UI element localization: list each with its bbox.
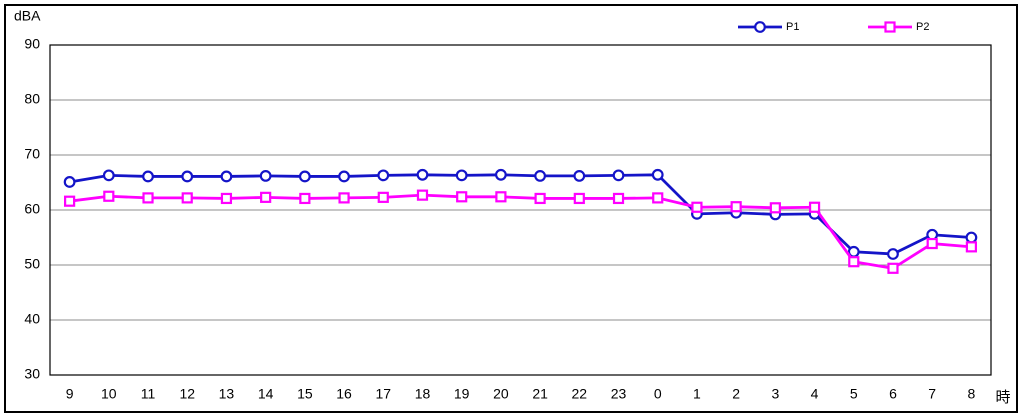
x-tick-label: 3 [771, 386, 779, 402]
x-tick-label: 12 [179, 386, 195, 402]
x-tick-label: 17 [375, 386, 391, 402]
x-tick-label: 2 [732, 386, 740, 402]
y-tick-label: 40 [24, 311, 40, 327]
marker [416, 168, 429, 181]
y-tick-label: 70 [24, 146, 40, 162]
marker [965, 231, 978, 244]
marker [651, 168, 664, 181]
marker [377, 191, 389, 203]
marker [652, 192, 664, 204]
marker [259, 169, 272, 182]
marker [181, 192, 193, 204]
legend-label: P2 [916, 21, 929, 33]
marker [769, 202, 781, 214]
x-tick-label: 1 [693, 386, 701, 402]
marker [534, 169, 547, 182]
legend-marker [884, 21, 896, 33]
x-tick-label: 7 [928, 386, 936, 402]
marker [495, 191, 507, 203]
marker [965, 241, 977, 253]
marker [416, 189, 429, 201]
chart-frame [4, 4, 1018, 413]
marker [63, 176, 76, 188]
x-tick-label: 9 [66, 386, 74, 402]
marker [338, 170, 350, 183]
marker [220, 192, 233, 205]
x-tick-label: 11 [141, 386, 156, 402]
x-tick-label: 0 [654, 386, 662, 402]
y-tick-label: 60 [24, 201, 40, 217]
marker [887, 248, 899, 260]
marker [691, 201, 703, 213]
marker [573, 169, 586, 182]
marker [926, 237, 938, 250]
marker [534, 192, 546, 205]
x-tick-label: 5 [850, 386, 858, 402]
y-tick-label: 90 [24, 36, 40, 52]
marker [338, 192, 350, 204]
marker [142, 192, 154, 204]
marker [102, 169, 115, 182]
marker [220, 170, 233, 183]
y-tick-label: 30 [24, 366, 40, 382]
legend-marker [754, 21, 766, 33]
x-tick-label: 18 [415, 386, 431, 402]
marker [808, 201, 821, 213]
marker [299, 192, 311, 205]
marker [612, 192, 625, 205]
marker [142, 170, 154, 183]
marker [573, 192, 585, 205]
x-tick-label: 21 [532, 386, 548, 402]
marker [64, 195, 76, 207]
x-tick-label: 19 [454, 386, 470, 402]
series-line [69, 173, 972, 256]
marker [612, 169, 625, 182]
y-tick-label: 80 [24, 91, 40, 107]
marker [455, 169, 468, 182]
x-tick-label: 13 [219, 386, 235, 402]
x-tick-label: 4 [811, 386, 819, 402]
marker [494, 168, 507, 181]
series-line [69, 193, 972, 270]
x-tick-label: 20 [493, 386, 509, 402]
marker [730, 201, 742, 213]
marker [848, 256, 860, 268]
legend-label: P1 [786, 21, 799, 33]
x-tick-label: 8 [967, 386, 975, 402]
marker [298, 170, 311, 183]
x-tick-label: 6 [889, 386, 897, 402]
x-tick-label: 16 [336, 386, 352, 402]
plot-area [49, 44, 992, 376]
marker [260, 191, 272, 203]
x-axis-label: 時 [995, 389, 1010, 406]
marker [887, 262, 899, 274]
marker [456, 191, 468, 203]
marker [103, 190, 115, 202]
x-tick-label: 22 [572, 386, 588, 402]
marker [377, 169, 390, 182]
x-tick-label: 14 [258, 386, 274, 402]
y-axis-label: dBA [14, 8, 41, 24]
x-tick-label: 23 [611, 386, 627, 402]
marker [181, 170, 194, 183]
x-tick-label: 10 [101, 386, 117, 402]
y-tick-label: 50 [24, 256, 40, 272]
x-tick-label: 15 [297, 386, 313, 402]
